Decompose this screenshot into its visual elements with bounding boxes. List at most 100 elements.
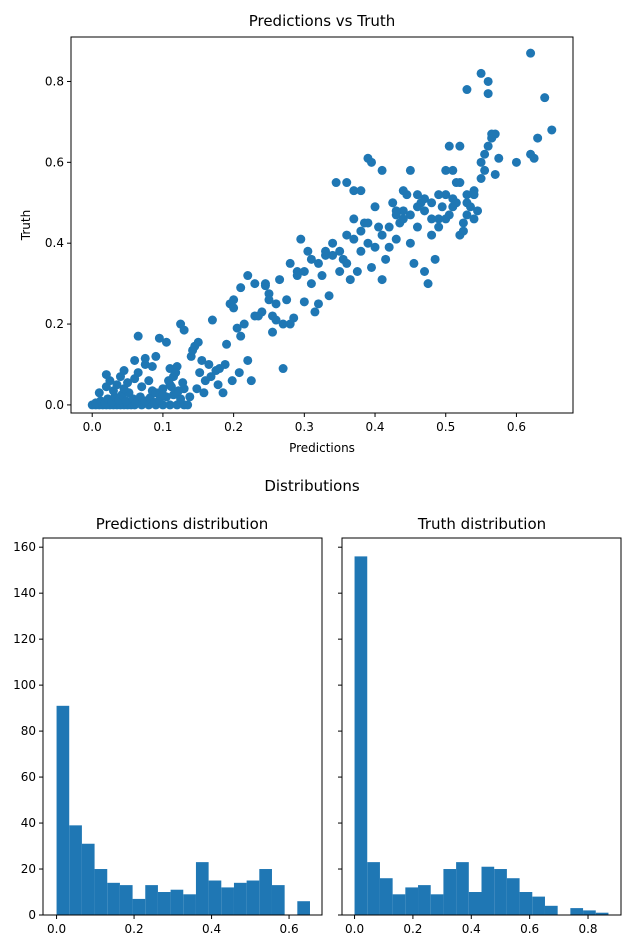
- scatter-x-tick-label: 0.0: [83, 420, 102, 434]
- scatter-point: [434, 222, 444, 232]
- scatter-point: [384, 222, 394, 232]
- hist2-bar: [494, 869, 507, 915]
- hist1-bar: [170, 889, 184, 915]
- scatter-point: [331, 178, 341, 188]
- scatter-point: [391, 234, 401, 244]
- scatter-point: [296, 234, 306, 244]
- hist1-bar: [107, 882, 120, 915]
- scatter-point: [278, 319, 288, 329]
- scatter-y-ticks: 0.0 0.2 0.4 0.6 0.8: [45, 74, 71, 412]
- scatter-point: [335, 246, 345, 256]
- scatter-point: [388, 198, 398, 208]
- truth-hist-y-ticks: [338, 546, 342, 916]
- hist2-bar: [506, 878, 520, 915]
- hist1-y-tick-label: 20: [21, 862, 36, 876]
- scatter-point: [465, 202, 475, 212]
- scatter-point: [178, 378, 188, 388]
- hist1-bar: [297, 901, 310, 915]
- scatter-point: [405, 210, 415, 220]
- hist2-bar: [392, 894, 406, 915]
- hist1-bar: [271, 885, 285, 915]
- hist2-x-tick-label: 0.0: [345, 922, 364, 936]
- scatter-point: [94, 388, 104, 398]
- scatter-point: [363, 218, 373, 228]
- scatter-x-tick-label: 0.6: [507, 420, 526, 434]
- scatter-point: [220, 359, 230, 369]
- scatter-y-tick-label: 0.6: [45, 155, 64, 169]
- scatter-point: [511, 157, 521, 167]
- scatter-point: [342, 230, 352, 240]
- hist2-bar: [519, 892, 533, 915]
- hist2-bar: [481, 866, 495, 915]
- scatter-point: [197, 355, 207, 365]
- scatter-point: [412, 190, 422, 200]
- scatter-point: [526, 48, 536, 58]
- scatter-point: [246, 376, 256, 386]
- truth-histogram: Truth distribution 0.0 0.2 0.4 0.6 0.8: [338, 515, 622, 936]
- scatter-point: [243, 355, 253, 365]
- scatter-point: [398, 206, 408, 216]
- scatter-x-tick-label: 0.2: [224, 420, 243, 434]
- hist1-x-tick-label: 0.2: [125, 922, 144, 936]
- scatter-point: [444, 141, 454, 151]
- scatter-point: [278, 364, 288, 374]
- scatter-y-tick-label: 0.8: [45, 74, 64, 88]
- hist1-bar: [119, 885, 133, 915]
- scatter-point: [271, 315, 281, 325]
- scatter-points: [87, 48, 557, 410]
- scatter-point: [271, 299, 281, 309]
- scatter-point: [377, 165, 387, 175]
- predictions-histogram: Predictions distribution 0.0 0.2 0.4 0.6 0 2…: [13, 515, 323, 936]
- hist1-y-tick-label: 160: [13, 540, 36, 554]
- scatter-point: [483, 141, 493, 151]
- scatter-point: [398, 186, 408, 196]
- scatter-point: [282, 295, 292, 305]
- hist2-bar: [430, 894, 444, 915]
- scatter-point: [381, 254, 391, 264]
- scatter-point: [473, 206, 483, 216]
- scatter-point: [533, 133, 543, 143]
- scatter-point: [292, 271, 302, 281]
- scatter-point: [420, 206, 430, 216]
- scatter-point: [204, 359, 214, 369]
- scatter-point: [239, 319, 249, 329]
- hist2-bar: [544, 905, 558, 915]
- scatter-point: [137, 382, 147, 392]
- scatter-point: [243, 271, 253, 281]
- scatter-point: [158, 390, 168, 400]
- hist1-y-tick-label: 60: [21, 770, 36, 784]
- scatter-point: [420, 266, 430, 276]
- scatter-point: [112, 380, 122, 390]
- hist1-bar: [157, 892, 171, 915]
- hist2-x-tick-label: 0.2: [403, 922, 422, 936]
- hist2-bar: [468, 892, 482, 915]
- hist1-x-tick-label: 0.6: [280, 922, 299, 936]
- hist1-y-tick-label: 120: [13, 632, 36, 646]
- scatter-point: [236, 283, 246, 293]
- scatter-point: [462, 210, 472, 220]
- scatter-point: [147, 362, 157, 372]
- scatter-point: [257, 307, 267, 317]
- scatter-point: [490, 169, 500, 179]
- scatter-point: [121, 396, 131, 406]
- hist2-bar: [532, 896, 545, 915]
- scatter-point: [434, 190, 444, 200]
- scatter-point: [183, 400, 193, 410]
- scatter-point: [441, 190, 451, 200]
- scatter-point: [462, 85, 472, 95]
- scatter-point: [335, 266, 345, 276]
- scatter-point: [192, 384, 202, 394]
- scatter-point: [133, 368, 143, 378]
- scatter-point: [427, 198, 437, 208]
- scatter-point: [420, 194, 430, 204]
- scatter-point: [324, 291, 334, 301]
- hist1-bar: [145, 885, 158, 915]
- scatter-point: [151, 351, 161, 361]
- scatter-point: [119, 366, 129, 376]
- scatter-point: [133, 331, 143, 341]
- scatter-point: [130, 355, 140, 365]
- scatter-point: [275, 275, 285, 285]
- scatter-x-tick-label: 0.5: [436, 420, 455, 434]
- scatter-point: [441, 165, 451, 175]
- scatter-point: [101, 370, 111, 380]
